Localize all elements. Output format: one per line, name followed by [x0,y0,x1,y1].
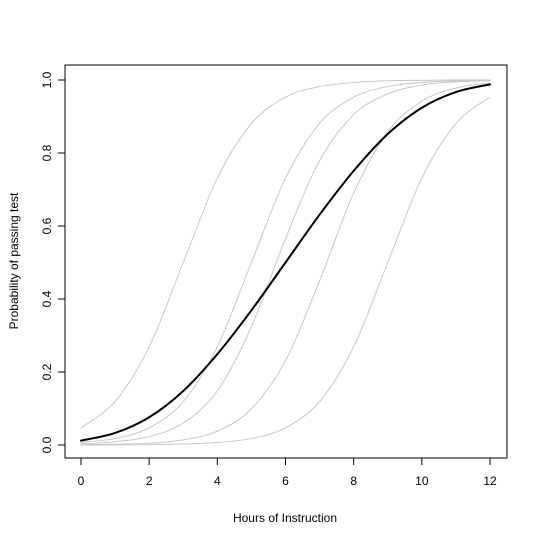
y-tick-label: 0.2 [40,363,54,380]
x-tick-label: 6 [282,474,289,488]
y-tick-label: 1.0 [40,71,54,88]
curve-line-2 [80,79,491,443]
x-axis: 0 2 4 6 8 10 12 [78,457,497,488]
x-axis-label: Hours of Instruction [233,511,337,525]
x-tick-label: 0 [78,474,85,488]
x-tick-label: 2 [146,474,153,488]
x-tick-label: 8 [350,474,357,488]
y-tick-label: 0.0 [40,436,54,453]
y-tick-label: 0.4 [40,290,54,307]
main-curve-line [80,83,491,442]
y-tick-label: 0.6 [40,217,54,234]
y-tick-label: 0.8 [40,144,54,161]
curve-line-1 [80,79,491,429]
x-tick-label: 12 [483,474,497,488]
curve-line-3 [80,80,491,445]
curve-line-4 [80,82,491,446]
x-tick-label: 10 [415,474,429,488]
curve-line-5 [80,96,491,446]
x-tick-label: 4 [214,474,221,488]
curves-layer [80,79,491,446]
y-axis-label: Probability of passing test [7,192,21,329]
y-axis: 0.0 0.2 0.4 0.6 0.8 1.0 [40,71,66,453]
